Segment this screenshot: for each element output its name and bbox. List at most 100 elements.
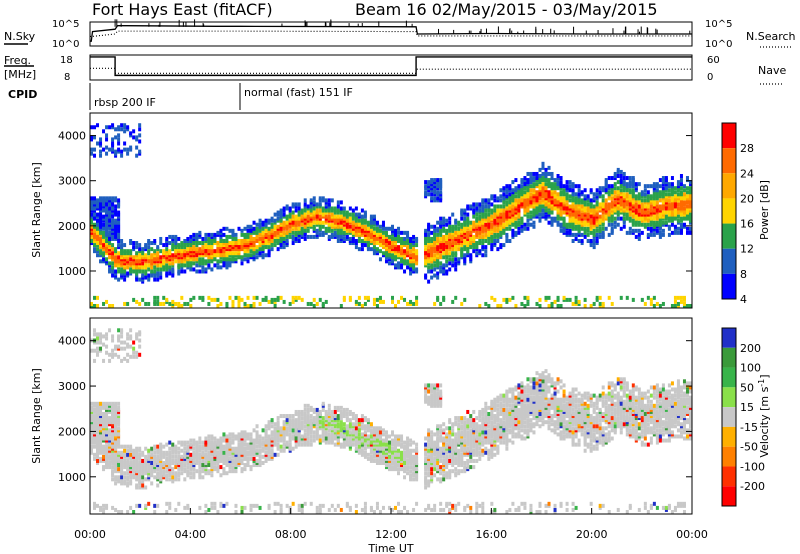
power-cell (165, 267, 169, 272)
power-cell (270, 239, 274, 243)
power-cell (415, 267, 419, 272)
power-cell (96, 236, 100, 241)
power-cell (123, 273, 127, 278)
power-cell (309, 200, 313, 205)
power-cell (571, 182, 575, 187)
power-cell (186, 255, 190, 260)
power-cell (135, 299, 139, 304)
power-cell (610, 216, 614, 221)
power-cell (595, 297, 599, 302)
power-cell (487, 236, 491, 241)
velocity-cell (126, 454, 130, 459)
power-cell (583, 204, 587, 209)
power-cell (430, 257, 434, 262)
power-cell (397, 245, 401, 250)
power-cell (433, 196, 437, 201)
power-cell (285, 224, 289, 229)
power-cell (466, 224, 470, 229)
power-cell (685, 206, 689, 211)
velocity-cell (99, 401, 103, 406)
velocity-cell (96, 346, 100, 351)
velocity-cell (129, 469, 133, 474)
power-cell (93, 212, 97, 217)
power-cell (321, 220, 325, 225)
power-cell (415, 261, 419, 266)
power-cell (237, 241, 241, 246)
power-cell (102, 204, 106, 209)
power-cell (204, 232, 208, 237)
power-cell (102, 226, 106, 231)
velocity-cell (288, 422, 292, 427)
power-cell (354, 206, 358, 211)
power-cell (436, 251, 440, 256)
power-cell (436, 259, 440, 264)
power-cell (228, 247, 232, 252)
power-cell (105, 247, 109, 252)
power-cell (391, 253, 394, 258)
power-cell (360, 224, 364, 229)
power-cell (108, 147, 112, 152)
power-cell (180, 257, 184, 262)
power-cell (538, 188, 542, 193)
power-cell (351, 214, 355, 219)
power-cell (384, 239, 388, 243)
power-cell (571, 198, 575, 203)
power-cell (562, 204, 566, 209)
velocity-cell (99, 430, 103, 435)
power-cell (529, 216, 533, 221)
power-cell (454, 239, 458, 243)
power-cell (363, 214, 367, 219)
power-cell (475, 234, 479, 239)
power-cell (433, 259, 437, 264)
power-cell (583, 210, 587, 215)
power-cell (336, 208, 340, 213)
power-cell (484, 239, 488, 243)
velocity-cell (276, 438, 280, 443)
power-cell (571, 200, 575, 205)
power-cell (619, 169, 623, 174)
power-cell (643, 222, 647, 227)
power-cell (360, 247, 364, 252)
power-cell (108, 304, 112, 308)
power-cell (279, 214, 283, 219)
power-cell (484, 224, 488, 229)
power-cell (472, 210, 476, 215)
power-cell (360, 218, 364, 223)
power-cell (556, 176, 560, 181)
power-cell (658, 184, 662, 189)
power-cell (306, 301, 310, 306)
power-cell (673, 200, 677, 205)
power-cell (333, 206, 337, 211)
velocity-cell (126, 471, 130, 476)
power-cell (532, 200, 536, 205)
power-cell (661, 200, 665, 205)
power-cell (673, 204, 677, 209)
power-cell (448, 267, 452, 272)
power-cell (225, 261, 229, 266)
velocity-cell (90, 414, 93, 419)
velocity-cell (243, 505, 247, 510)
power-cell (469, 243, 473, 248)
power-cell (670, 202, 674, 207)
velocity-cell (147, 463, 151, 468)
velocity-cell (198, 436, 202, 441)
power-cell (315, 228, 319, 233)
power-cell (270, 243, 274, 248)
power-cell (183, 257, 187, 262)
power-cell (457, 239, 461, 243)
power-cell (303, 198, 307, 203)
power-cell (550, 208, 554, 213)
power-cell (688, 218, 692, 223)
velocity-cell (135, 461, 139, 465)
power-cell (574, 216, 578, 221)
power-cell (634, 202, 638, 207)
power-cell (90, 212, 93, 217)
velocity-cell (141, 471, 145, 476)
velocity-cell (228, 465, 232, 470)
velocity-cell (207, 456, 211, 461)
velocity-cell (228, 446, 232, 451)
power-cell (114, 275, 118, 280)
power-cell (153, 241, 157, 246)
velocity-cell (267, 424, 271, 429)
power-cell (327, 208, 331, 213)
